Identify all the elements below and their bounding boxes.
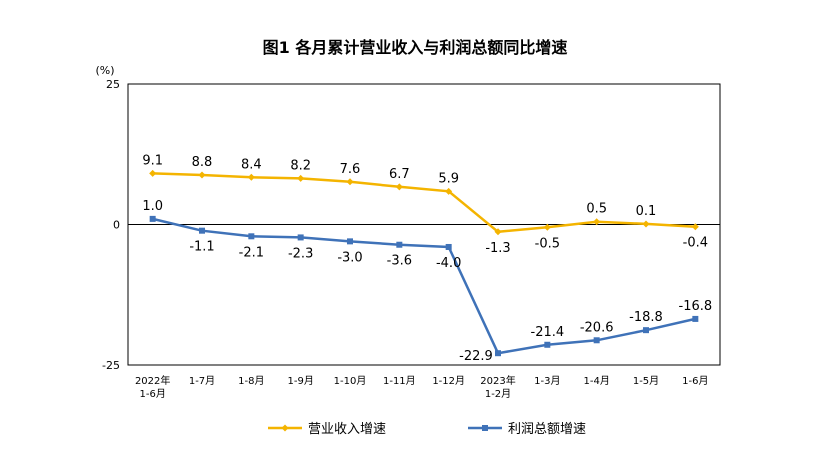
legend-label: 利润总额增速	[508, 422, 586, 437]
revenue-data-label: 0.5	[586, 202, 607, 217]
revenue-point	[297, 174, 305, 182]
x-tick-label: 1-4月	[583, 375, 609, 387]
revenue-data-label: -1.3	[485, 241, 510, 256]
profit-data-label: -20.6	[580, 320, 614, 335]
revenue-point	[149, 169, 157, 177]
x-tick-label: 1-6月	[682, 375, 708, 387]
revenue-point	[691, 223, 699, 231]
y-unit-label: (%)	[95, 64, 114, 77]
profit-point	[248, 233, 255, 240]
series-line-1	[152, 172, 696, 234]
legend-marker	[281, 424, 289, 432]
revenue-point	[247, 173, 255, 181]
profit-point	[593, 337, 600, 344]
revenue-data-label: 7.6	[340, 162, 361, 177]
x-tick-label: 1-7月	[189, 375, 215, 387]
profit-point	[692, 315, 699, 322]
profit-data-label: -4.0	[436, 256, 461, 271]
x-tick-label: 1-8月	[238, 375, 264, 387]
profit-data-label: -1.1	[189, 240, 214, 255]
revenue-data-label: -0.4	[683, 236, 708, 251]
x-tick-label: 2022年	[135, 374, 170, 387]
profit-point	[199, 227, 205, 234]
legend-marker	[482, 425, 488, 431]
revenue-data-label: 8.2	[290, 158, 311, 173]
profit-data-label: -3.6	[387, 254, 412, 269]
revenue-point	[346, 178, 354, 186]
revenue-point	[494, 228, 502, 236]
profit-data-label: -3.0	[337, 250, 362, 265]
x-tick-label: 1-5月	[633, 375, 659, 387]
revenue-data-label: 8.4	[241, 157, 262, 172]
profit-point	[347, 238, 353, 245]
x-tick-label: 1-2月	[485, 388, 511, 400]
profit-point	[149, 215, 156, 222]
profit-point	[544, 341, 551, 348]
profit-point	[643, 327, 649, 334]
profit-data-label: -18.8	[629, 310, 663, 325]
revenue-data-label: -0.5	[535, 236, 560, 251]
profit-data-label: -2.1	[239, 245, 264, 260]
x-tick-label: 1-10月	[334, 375, 367, 387]
revenue-data-label: 8.8	[192, 155, 213, 170]
chart-title: 图1 各月累计营业收入与利润总额同比增速	[263, 38, 568, 57]
profit-point	[396, 241, 403, 248]
x-tick-label: 1-3月	[534, 375, 560, 387]
revenue-point	[642, 220, 650, 228]
profit-point	[445, 243, 452, 250]
x-tick-label: 1-12月	[432, 375, 465, 387]
legend-label: 营业收入增速	[308, 422, 386, 437]
x-tick-label: 2023年	[480, 374, 515, 387]
profit-data-label: -2.3	[288, 246, 313, 261]
revenue-point	[198, 171, 206, 179]
y-tick-label: -25	[102, 359, 120, 372]
profit-data-label: -16.8	[679, 299, 713, 314]
y-tick-label: 25	[106, 78, 120, 91]
revenue-point	[445, 187, 453, 195]
x-tick-label: 1-9月	[287, 375, 313, 387]
profit-point	[495, 350, 501, 357]
revenue-data-label: 5.9	[438, 171, 459, 186]
profit-data-label: 1.0	[142, 199, 163, 214]
revenue-data-label: 9.1	[142, 153, 163, 168]
profit-point	[297, 234, 304, 241]
series-line-2	[152, 217, 696, 355]
profit-data-label: -22.9	[459, 349, 493, 364]
revenue-point	[395, 183, 403, 191]
revenue-data-label: 6.7	[389, 167, 410, 182]
revenue-point	[593, 218, 601, 226]
y-tick-label: 0	[113, 219, 120, 232]
revenue-data-label: 0.1	[636, 204, 657, 219]
revenue-point	[543, 223, 551, 231]
x-tick-label: 1-11月	[383, 375, 416, 387]
x-tick-label: 1-6月	[139, 388, 165, 400]
profit-data-label: -21.4	[531, 325, 565, 340]
